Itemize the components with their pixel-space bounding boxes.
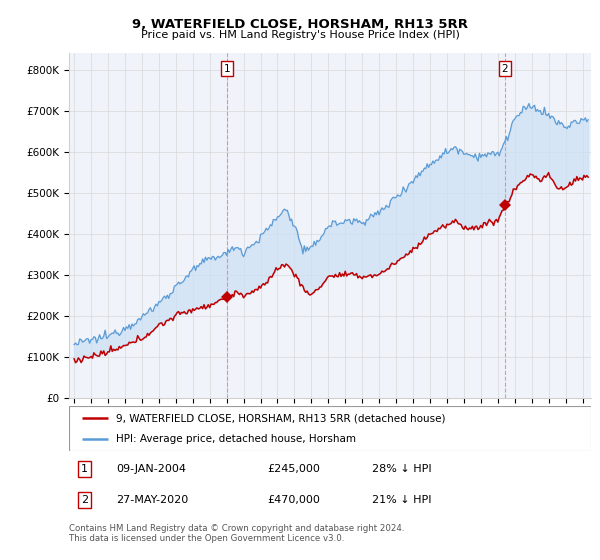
Text: 1: 1 [81,464,88,474]
Text: 21% ↓ HPI: 21% ↓ HPI [372,495,431,505]
Text: £470,000: £470,000 [268,495,320,505]
Text: 2: 2 [502,64,508,74]
Text: 1: 1 [224,64,230,74]
Text: 28% ↓ HPI: 28% ↓ HPI [372,464,431,474]
Text: This data is licensed under the Open Government Licence v3.0.: This data is licensed under the Open Gov… [69,534,344,543]
Text: Price paid vs. HM Land Registry's House Price Index (HPI): Price paid vs. HM Land Registry's House … [140,30,460,40]
Text: 27-MAY-2020: 27-MAY-2020 [116,495,188,505]
Text: 09-JAN-2004: 09-JAN-2004 [116,464,186,474]
Text: HPI: Average price, detached house, Horsham: HPI: Average price, detached house, Hors… [116,433,356,444]
Text: 9, WATERFIELD CLOSE, HORSHAM, RH13 5RR (detached house): 9, WATERFIELD CLOSE, HORSHAM, RH13 5RR (… [116,413,445,423]
Text: £245,000: £245,000 [268,464,320,474]
FancyBboxPatch shape [69,406,591,451]
Text: Contains HM Land Registry data © Crown copyright and database right 2024.: Contains HM Land Registry data © Crown c… [69,524,404,533]
Text: 9, WATERFIELD CLOSE, HORSHAM, RH13 5RR: 9, WATERFIELD CLOSE, HORSHAM, RH13 5RR [132,18,468,31]
Text: 2: 2 [81,495,88,505]
